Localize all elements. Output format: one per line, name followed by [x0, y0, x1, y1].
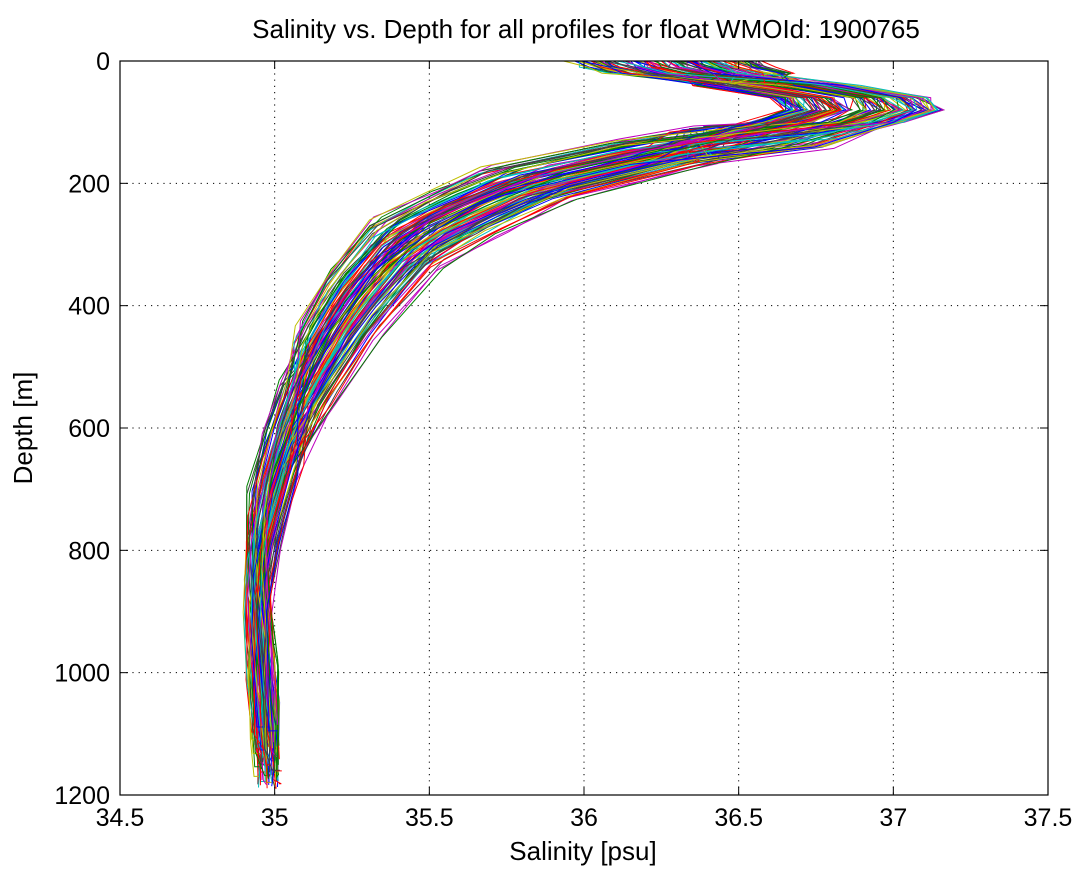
chart-title: Salinity vs. Depth for all profiles for …: [252, 14, 920, 44]
profile-line: [263, 60, 885, 778]
profile-line: [251, 60, 791, 751]
profile-line: [248, 60, 936, 777]
x-tick-label: 37.5: [1024, 804, 1073, 832]
x-tick-label: 35: [261, 804, 289, 832]
profile-line: [251, 60, 895, 777]
y-tick-label: 800: [68, 537, 110, 565]
x-tick-label: 37: [879, 804, 907, 832]
y-tick-label: 400: [68, 293, 110, 321]
y-tick-label: 1000: [54, 660, 110, 688]
y-tick-label: 200: [68, 170, 110, 198]
profile-line: [263, 60, 851, 758]
profile-line: [255, 60, 912, 773]
x-tick-label: 36: [570, 804, 598, 832]
profile-line: [243, 60, 938, 748]
y-axis-label: Depth [m]: [8, 372, 38, 485]
axis-ticks: 34.5 35 35.5 36 36.5 37 37.5 0 200 400 600 800 1000 1…: [54, 48, 1072, 832]
x-tick-label: 36.5: [714, 804, 763, 832]
profile-line: [259, 60, 915, 730]
y-tick-label: 0: [96, 48, 110, 76]
profile-line: [252, 60, 805, 728]
y-tick-label: 600: [68, 415, 110, 443]
profile-line: [256, 60, 872, 787]
x-tick-label: 35.5: [405, 804, 454, 832]
profile-line: [251, 60, 827, 756]
profile-line: [254, 60, 843, 775]
profile-line: [261, 60, 868, 749]
profile-line: [262, 60, 813, 771]
x-tick-label: 34.5: [96, 804, 145, 832]
profile-line: [255, 60, 842, 789]
profile-series: [242, 60, 945, 789]
profile-line: [265, 60, 917, 732]
x-axis-label: Salinity [psu]: [509, 836, 656, 866]
y-tick-label: 1200: [54, 782, 110, 810]
profile-line: [247, 60, 885, 765]
